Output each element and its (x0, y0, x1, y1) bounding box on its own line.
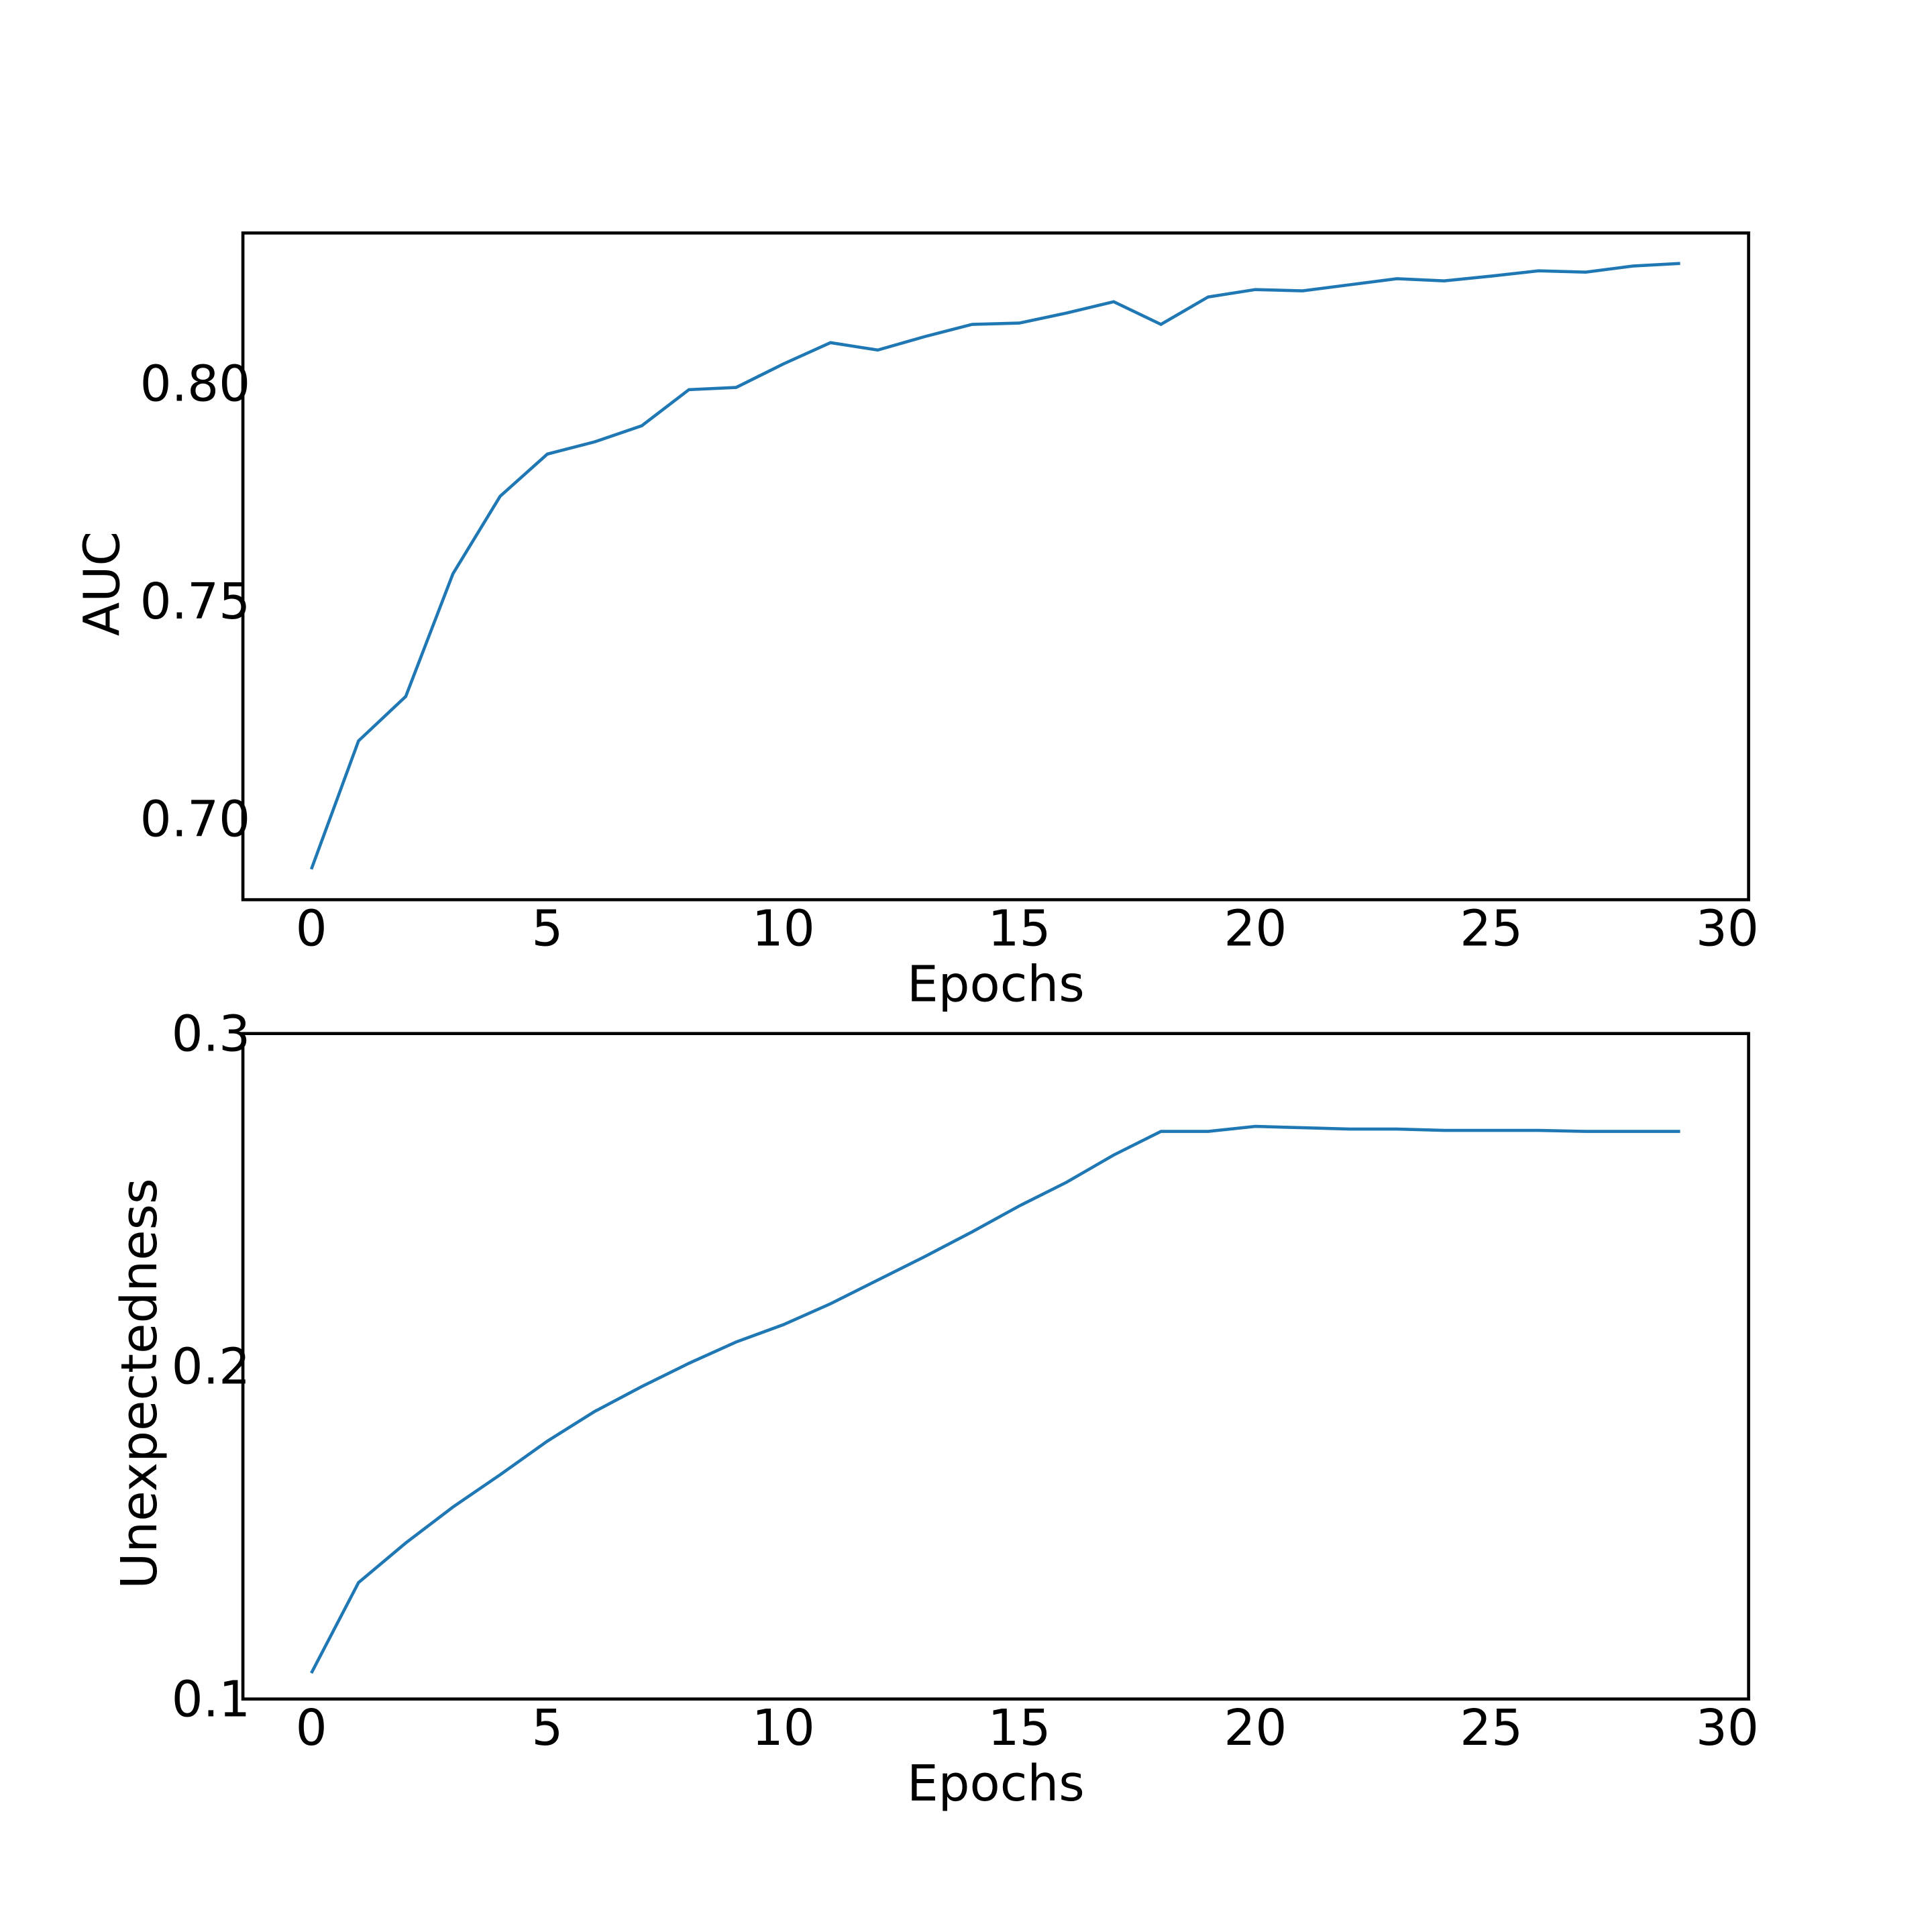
x-tick-label: 20 (1224, 1699, 1287, 1757)
x-tick-label: 0 (296, 900, 327, 958)
x-tick-label: 15 (988, 1699, 1051, 1757)
y-tick-label: 0.80 (140, 356, 251, 413)
y-tick-label: 0.75 (140, 573, 251, 631)
x-tick-label: 30 (1696, 900, 1759, 958)
data-line (309, 262, 1680, 870)
x-tick-label: 5 (531, 900, 563, 958)
x-tick-label: 25 (1460, 1699, 1523, 1757)
x-tick-label: 0 (296, 1699, 327, 1757)
x-tick-label: 25 (1460, 900, 1523, 958)
x-tick-label: 15 (988, 900, 1051, 958)
axes-frame (241, 231, 1750, 902)
y-tick-label: 0.2 (172, 1338, 251, 1396)
x-axis-label: Epochs (907, 1755, 1085, 1813)
axes-frame (241, 1032, 1750, 1701)
x-tick-label: 10 (752, 1699, 815, 1757)
y-axis-label: AUC (73, 531, 131, 636)
x-tick-label: 5 (531, 1699, 563, 1757)
y-tick-label: 0.70 (140, 790, 251, 848)
x-tick-label: 20 (1224, 900, 1287, 958)
y-axis-label: Unexpectedness (111, 1178, 168, 1589)
x-tick-label: 10 (752, 900, 815, 958)
data-line (310, 1124, 1680, 1674)
y-tick-label: 0.1 (172, 1671, 251, 1729)
y-tick-label: 0.3 (172, 1006, 251, 1063)
x-axis-label: Epochs (907, 956, 1085, 1014)
x-tick-label: 30 (1696, 1699, 1759, 1757)
